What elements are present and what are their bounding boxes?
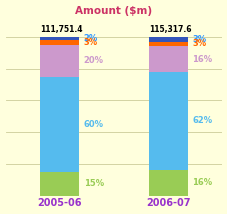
Text: 115,317.6: 115,317.6 — [148, 25, 190, 34]
Bar — [40, 37, 79, 40]
Text: 111,751.4: 111,751.4 — [40, 25, 82, 34]
Bar — [148, 37, 187, 42]
Bar — [148, 72, 187, 170]
Text: 2%: 2% — [83, 34, 97, 43]
Text: 20%: 20% — [83, 56, 103, 65]
Bar — [40, 172, 79, 196]
Bar — [40, 40, 79, 45]
Text: 62%: 62% — [191, 116, 211, 125]
Text: 3%: 3% — [191, 39, 205, 48]
Text: 15%: 15% — [83, 179, 103, 188]
Text: 16%: 16% — [191, 55, 211, 64]
Text: 60%: 60% — [83, 120, 103, 129]
Bar — [148, 42, 187, 46]
Bar — [148, 170, 187, 196]
Text: 3%: 3% — [83, 38, 97, 47]
Text: 3%: 3% — [191, 35, 205, 44]
Title: Amount ($m): Amount ($m) — [75, 6, 152, 16]
Bar — [40, 45, 79, 77]
Bar — [40, 77, 79, 172]
Text: 16%: 16% — [191, 178, 211, 187]
Bar — [148, 46, 187, 72]
